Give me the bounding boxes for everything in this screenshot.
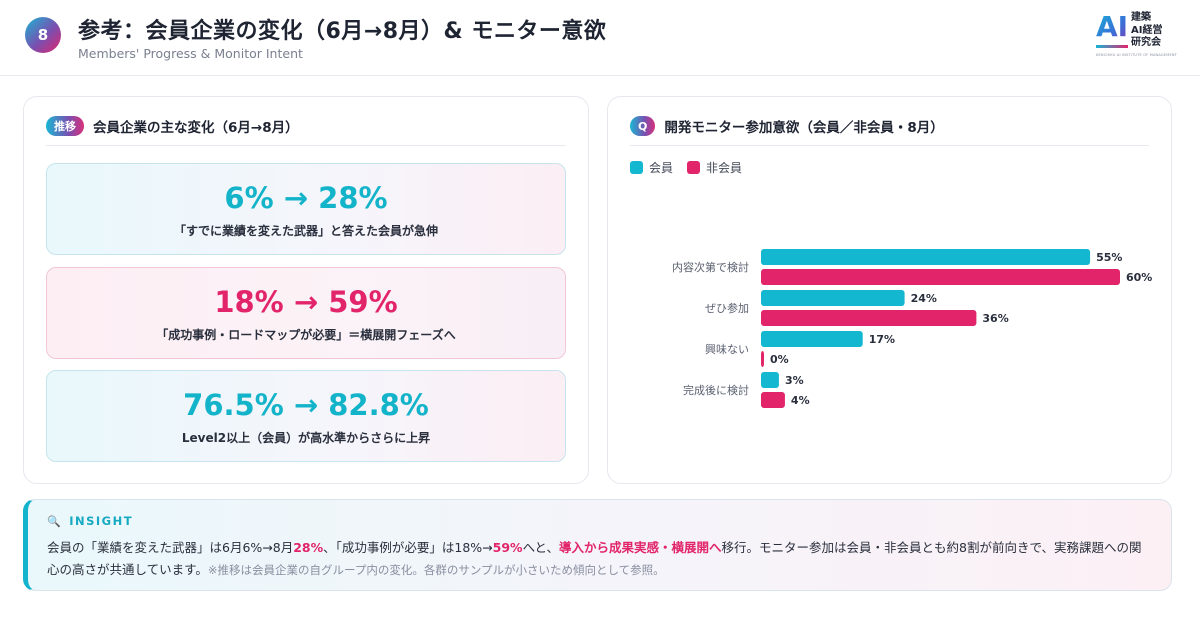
- stat-value: 18% → 59%: [214, 285, 398, 319]
- bar-nonmember: [761, 351, 764, 367]
- legend-item-nonmember: 非会員: [687, 159, 742, 176]
- page-title: 参考：会員企業の変化（6月→8月）& モニター意欲: [78, 19, 607, 44]
- monitor-intent-chart: 内容次第で検討 55% 60% ぜひ参加 24% 36% 興味ない 17% 0% 完成後に検討 3%…: [672, 249, 1152, 408]
- insight-text-1: 会員の「業績を変えた武器」は6月6%→8月: [47, 540, 294, 555]
- logo-line-2: AI経営: [1131, 24, 1163, 36]
- logo-mark: AI: [1096, 10, 1129, 43]
- category-label: 内容次第で検討: [672, 260, 749, 274]
- legend-swatch: [687, 161, 701, 174]
- logo-text: 建築 AI経営 研究会: [1131, 12, 1162, 50]
- logo: AI 建築 AI経営 研究会 KENCHIKU AI INSTITUTE OF …: [1096, 10, 1178, 60]
- logo-line-1: 建築: [1131, 12, 1151, 23]
- logo-line-3: 研究会: [1131, 37, 1161, 48]
- category-label: 完成後に検討: [683, 383, 749, 397]
- panel-header: 推移 会員企業の主な変化（6月→8月）: [46, 115, 299, 137]
- bar-member: [761, 331, 863, 347]
- insight-box: 🔍 INSIGHT 会員の「業績を変えた武器」は6月6%→8月28%、「成功事例…: [23, 499, 1172, 591]
- stat-caption: 「成功事例・ロードマップが必要」＝横展開フェーズへ: [156, 328, 456, 342]
- members-change-panel: 推移 会員企業の主な変化（6月→8月） 6% → 28% 「すでに業績を変えた武…: [23, 96, 589, 484]
- data-label: 3%: [785, 374, 804, 387]
- bar-member: [761, 290, 905, 306]
- chart-legend: 会員 非会員: [630, 159, 756, 176]
- question-badge: Q: [630, 116, 656, 136]
- magnifier-icon: 🔍: [47, 514, 63, 528]
- stat-value: 6% → 28%: [224, 181, 388, 215]
- page-number-badge: 8: [25, 17, 61, 53]
- data-label: 60%: [1126, 271, 1152, 284]
- page-header: 8 参考：会員企業の変化（6月→8月）& モニター意欲 Members' Pro…: [0, 0, 1200, 76]
- insight-text-4: 移行。モニター参加は会員・非会員とも約8割が前向きで、実務課題への関心の高さが共…: [47, 540, 1142, 577]
- legend-label: 会員: [649, 161, 674, 175]
- panel-title: 開発モニター参加意欲（会員／非会員・8月）: [664, 120, 944, 136]
- stat-card-roadmap: 18% → 59% 「成功事例・ロードマップが必要」＝横展開フェーズへ: [46, 267, 566, 359]
- logo-accent-bar: [1096, 45, 1128, 48]
- stat-card-weapon: 6% → 28% 「すでに業績を変えた武器」と答えた会員が急伸: [46, 163, 566, 255]
- insight-highlight-3: 導入から成果実感・横展開へ: [558, 540, 722, 555]
- panel-title: 会員企業の主な変化（6月→8月）: [93, 120, 299, 136]
- data-label: 55%: [1096, 251, 1122, 264]
- page-subtitle: Members' Progress & Monitor Intent: [78, 46, 303, 61]
- data-label: 0%: [770, 353, 789, 366]
- insight-highlight-1: 28%: [293, 540, 324, 555]
- trend-badge: 推移: [46, 116, 84, 136]
- data-label: 24%: [911, 292, 937, 305]
- logo-tagline: KENCHIKU AI INSTITUTE OF MANAGEMENT: [1096, 53, 1178, 57]
- bar-member: [761, 249, 1091, 265]
- insight-highlight-2: 59%: [492, 540, 523, 555]
- data-label: 36%: [982, 312, 1008, 325]
- bar-nonmember: [761, 392, 785, 408]
- insight-header: 🔍 INSIGHT: [47, 514, 133, 528]
- legend-item-member: 会員: [630, 159, 673, 176]
- insight-label: INSIGHT: [69, 514, 134, 528]
- panel-header: Q 開発モニター参加意欲（会員／非会員・8月）: [630, 115, 944, 137]
- insight-text-2: 、「成功事例が必要」は18%→: [323, 540, 493, 555]
- stat-caption: 「すでに業績を変えた武器」と答えた会員が急伸: [173, 224, 439, 238]
- stat-card-level2: 76.5% → 82.8% Level2以上（会員）が高水準からさらに上昇: [46, 370, 566, 462]
- insight-note: ※推移は会員企業の自グループ内の変化。各群のサンプルが小さいため傾向として参照。: [207, 563, 665, 577]
- divider: [630, 145, 1149, 146]
- monitor-intent-panel: 内容次第で検討 55% 60% ぜひ参加 24% 36% 興味ない 17% 0% 完成後に検討 3%…: [607, 96, 1172, 484]
- data-label: 4%: [791, 394, 810, 407]
- insight-text-3: へと、: [522, 540, 559, 555]
- bar-member: [761, 372, 779, 388]
- legend-label: 非会員: [706, 161, 743, 175]
- bar-nonmember: [761, 310, 977, 326]
- divider: [46, 145, 566, 146]
- insight-text: 会員の「業績を変えた武器」は6月6%→8月28%、「成功事例が必要」は18%→5…: [47, 537, 1153, 581]
- stat-caption: Level2以上（会員）が高水準からさらに上昇: [181, 431, 431, 445]
- category-label: ぜひ参加: [705, 301, 749, 315]
- bar-nonmember: [761, 269, 1120, 285]
- category-label: 興味ない: [705, 343, 749, 356]
- data-label: 17%: [869, 333, 895, 346]
- legend-swatch: [630, 161, 643, 174]
- stat-value: 76.5% → 82.8%: [183, 388, 429, 422]
